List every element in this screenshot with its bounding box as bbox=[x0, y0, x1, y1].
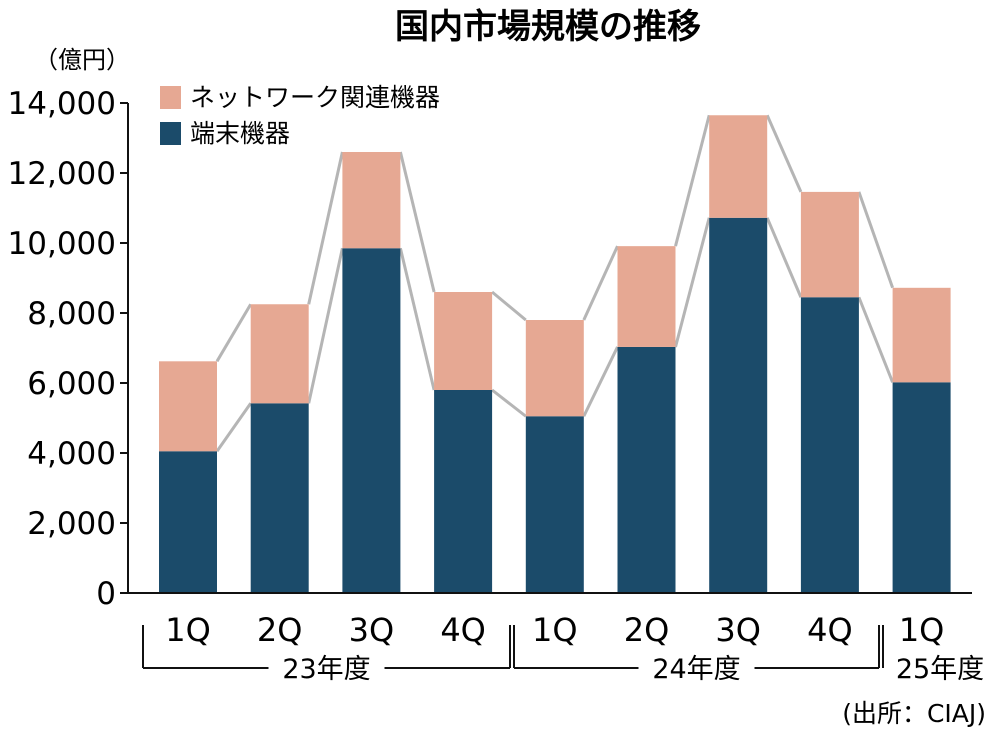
y-tick-label: 8,000 bbox=[27, 296, 116, 332]
bar-network-equipment bbox=[525, 320, 584, 417]
x-tick-label: 3Q bbox=[715, 611, 761, 649]
bar-terminal-equipment bbox=[250, 403, 309, 593]
x-tick-label: 4Q bbox=[807, 611, 853, 649]
x-tick-label: 4Q bbox=[440, 611, 486, 649]
connector-line-bottom bbox=[398, 247, 436, 391]
x-tick-label: 2Q bbox=[624, 611, 670, 649]
connector-line-top bbox=[307, 151, 344, 305]
connector-line-top bbox=[857, 191, 895, 289]
connector-line-top bbox=[582, 245, 619, 321]
year-groups: 23年度 24年度 25年度 bbox=[142, 625, 984, 685]
legend-label: ネットワーク関連機器 bbox=[190, 83, 440, 112]
year-group-label: 24年度 bbox=[652, 654, 740, 685]
bar-terminal-equipment bbox=[617, 346, 676, 593]
y-tick-label: 0 bbox=[96, 576, 116, 612]
legend-swatch bbox=[160, 86, 181, 109]
unit-label: （億円） bbox=[34, 46, 130, 74]
axes bbox=[127, 103, 972, 594]
y-tick-label: 10,000 bbox=[8, 226, 116, 262]
bar-terminal-equipment bbox=[892, 382, 951, 593]
connector-line-bottom bbox=[674, 217, 711, 348]
connector-lines bbox=[215, 114, 895, 453]
bar-network-equipment bbox=[892, 287, 951, 383]
year-group-label: 23年度 bbox=[282, 654, 370, 685]
x-tick-label: 3Q bbox=[349, 611, 395, 649]
source-note: (出所：CIAJ) bbox=[842, 699, 986, 728]
connector-line-bottom bbox=[765, 217, 803, 298]
connector-line-top bbox=[491, 290, 527, 322]
connector-line-bottom bbox=[491, 388, 527, 418]
bar-terminal-equipment bbox=[800, 297, 859, 593]
chart-title: 国内市場規模の推移 bbox=[395, 7, 701, 47]
y-tick-label: 2,000 bbox=[27, 506, 116, 542]
connector-line-top bbox=[674, 114, 711, 247]
bar-network-equipment bbox=[800, 191, 859, 298]
x-ticks: 1Q 2Q 3Q 4Q 1Q 2Q 3Q 4Q 1Q bbox=[165, 611, 944, 649]
bar-network-equipment bbox=[159, 361, 217, 452]
connector-line-bottom bbox=[215, 402, 252, 453]
connector-line-top bbox=[398, 151, 436, 293]
bar-network-equipment bbox=[709, 115, 768, 218]
year-group-label: 25年度 bbox=[896, 654, 984, 685]
bar-terminal-equipment bbox=[342, 248, 401, 593]
legend-label: 端末機器 bbox=[190, 119, 290, 148]
bar-terminal-equipment bbox=[434, 390, 493, 593]
connector-line-top bbox=[215, 303, 252, 363]
bar-network-equipment bbox=[342, 152, 401, 249]
legend-swatch bbox=[160, 122, 181, 145]
bar-network-equipment bbox=[434, 292, 493, 390]
y-tick-label: 12,000 bbox=[8, 156, 116, 192]
x-tick-label: 1Q bbox=[899, 611, 945, 649]
connector-line-bottom bbox=[857, 296, 894, 383]
x-tick-label: 2Q bbox=[257, 611, 303, 649]
y-ticks: 0 2,000 4,000 6,000 8,000 10,000 12,000 14,000 bbox=[8, 86, 128, 612]
x-tick-label: 1Q bbox=[532, 611, 578, 649]
bar-network-equipment bbox=[617, 246, 676, 347]
y-tick-label: 4,000 bbox=[27, 436, 116, 472]
bar-network-equipment bbox=[250, 304, 309, 404]
y-tick-label: 14,000 bbox=[8, 86, 116, 122]
bar-terminal-equipment bbox=[525, 416, 584, 593]
y-tick-label: 6,000 bbox=[27, 366, 116, 402]
bar-terminal-equipment bbox=[159, 451, 217, 593]
connector-line-top bbox=[765, 114, 803, 193]
x-tick-label: 1Q bbox=[165, 611, 211, 649]
bars bbox=[159, 115, 951, 594]
bar-terminal-equipment bbox=[709, 217, 768, 594]
connector-line-bottom bbox=[582, 346, 619, 417]
connector-line-bottom bbox=[307, 247, 344, 404]
